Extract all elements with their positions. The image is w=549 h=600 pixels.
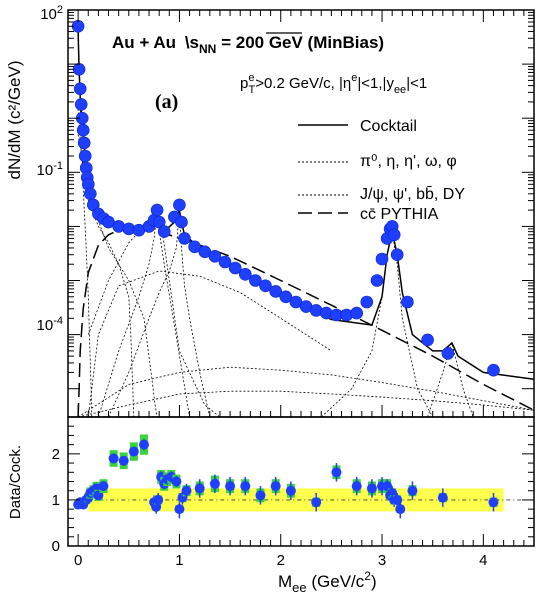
x-tick-label: 0 [74,552,82,569]
data-point [175,215,188,229]
component-curve [98,210,190,418]
data-point [401,295,414,309]
y-tick-label-1e-1: 10-1 [37,160,63,179]
data-point [269,285,283,298]
ratio-point [194,483,205,494]
ratio-point [437,492,448,503]
data-point [188,240,201,254]
bottom-axis-ticks: 0 1 2 3 4 0 1 2 [52,416,535,569]
y-tick-label-1e2: 102 [40,4,63,23]
legend-label-cocktail: Cocktail [360,118,417,135]
bottom-y-axis-label: Data/Cock. [7,445,24,519]
ratio-point [366,483,377,494]
data-point [375,252,389,266]
data-point [259,279,272,293]
data-point [77,136,91,150]
top-y-axis-label: dN/dM (c²/GeV) [5,60,24,179]
kinematic-cuts: pe T>0.2 GeV/c, |ηe|<1,|yee|<1 [240,72,427,96]
data-point [487,363,500,377]
component-curve [108,210,211,418]
ratio-point [171,476,182,487]
data-point [360,295,374,309]
top-points [71,19,500,377]
ratio-point [285,485,296,496]
data-point [157,225,171,238]
y-tick-label-1e-4: 10-4 [37,315,63,334]
data-point [350,306,364,320]
legend-label-light-mesons: π⁰, η, η', ω, φ [360,153,457,170]
component-curve [427,341,474,418]
x-axis-label: Mee (GeV/c2) [278,569,377,595]
ratio-point [225,481,236,492]
component-curve [78,390,535,418]
data-point [76,123,90,137]
panel-label-a: (a) [155,91,178,113]
ratio-point [209,478,220,489]
data-point [239,267,252,281]
data-point [74,98,88,111]
ratio-point [331,467,342,478]
data-point [173,198,186,212]
x-tick-label: 3 [378,552,386,569]
ratio-point [108,453,119,464]
ratio-point [395,504,406,515]
ratio-point [98,481,109,492]
data-point [208,249,222,263]
x-tick-label: 1 [175,552,183,569]
data-point [390,248,404,261]
data-point [218,255,232,269]
legend-label-charm: cc̄ PYTHIA [360,206,439,223]
data-point [441,347,455,360]
charm-pythia-curve [77,228,535,418]
y-tick-label: 0 [52,538,60,555]
x-tick-label: 4 [479,552,487,569]
data-point [178,232,191,245]
data-point [78,149,92,163]
data-point [72,63,86,76]
ratio-point [138,439,149,450]
ratio-point [351,481,362,492]
legend: Cocktail π⁰, η, η', ω, φ J/ψ, ψ', bb̄, D… [298,118,465,223]
data-point [228,261,242,275]
data-point [387,228,401,242]
data-point [279,290,293,304]
data-point [73,82,87,96]
y-tick-label: 1 [52,492,60,509]
bottom-panel-frame [67,416,535,547]
data-point [150,203,164,217]
ratio-point [407,485,418,496]
ratio-point [181,485,192,496]
ratio-point [311,497,322,508]
ratio-point [255,490,266,501]
chart-title: Au + Au \sNN = 200 GeV (MinBias) [112,33,384,56]
component-curve [87,209,231,418]
x-tick-label: 2 [277,552,285,569]
ratio-point [270,481,281,492]
component-curve [87,270,332,418]
top-axis-ticks [68,9,535,417]
y-tick-label: 2 [52,446,60,463]
ratio-points [73,434,499,519]
legend-label-heavy: J/ψ, ψ', bb̄, DY [360,186,465,203]
ratio-point [240,481,251,492]
data-point [370,274,384,287]
ratio-point [174,504,185,515]
data-point [84,187,97,201]
ratio-point [488,497,499,508]
ratio-point [153,494,164,505]
data-point [421,333,434,347]
component-curve [77,366,535,418]
ratio-point [128,446,139,457]
data-point [249,274,262,287]
ratio-point [118,455,129,466]
